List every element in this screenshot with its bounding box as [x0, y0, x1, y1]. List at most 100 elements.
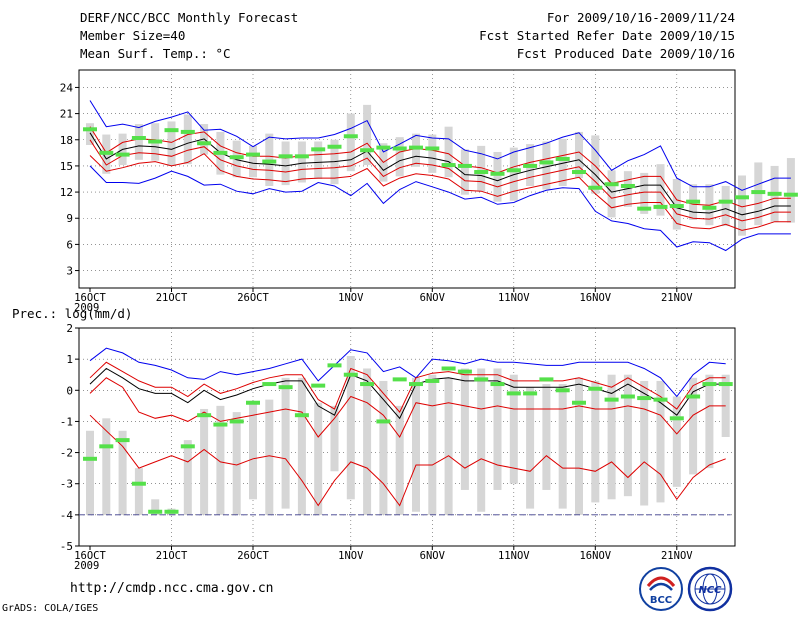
temp-observed-marker [327, 144, 342, 149]
temp-y-tick-label: 6 [66, 238, 73, 251]
temp-observed-marker [620, 183, 635, 188]
temp-plot-frame [78, 69, 736, 289]
temp-observed-marker [767, 191, 782, 196]
temp-ensemble-box [558, 138, 567, 186]
prec-ensemble-box [330, 405, 339, 472]
prec-ensemble-box [346, 356, 355, 500]
temp-ensemble-box [167, 121, 176, 166]
prec-observed-marker [83, 456, 97, 461]
bcc-logo-text: BCC [650, 595, 672, 606]
temp-observed-marker [783, 192, 798, 197]
temp-ensemble-box [477, 145, 486, 192]
prec-line-ensemble-min [89, 414, 726, 507]
member-size-label: Member Size=40 [80, 28, 186, 43]
temp-y-tick-label: 18 [60, 134, 73, 147]
prec-y-tick-label: -2 [60, 447, 73, 460]
temp-line-lower-percentile [89, 139, 791, 222]
prec-x-tick-label: 21NOV [661, 550, 693, 562]
prec-observed-marker [490, 382, 505, 387]
prec-x-tick-sublabel: 2009 [74, 560, 99, 572]
temp-observed-marker [392, 146, 407, 151]
temp-observed-marker [360, 148, 375, 153]
temp-ensemble-box [249, 145, 257, 178]
prec-x-tick-label: 26OCT [237, 550, 269, 562]
footer-url[interactable]: http://cmdp.ncc.cma.gov.cn [70, 581, 274, 596]
prec-observed-marker [620, 394, 635, 399]
temp-observed-marker [669, 204, 684, 209]
prec-ensemble-box [249, 402, 257, 500]
prec-observed-marker [229, 419, 244, 424]
prec-observed-marker [164, 509, 179, 514]
temp-line-ensemble-min [89, 153, 791, 231]
temp-x-tick-label: 11NOV [498, 292, 530, 304]
prec-observed-marker [425, 378, 440, 383]
prec-ensemble-box [656, 380, 665, 503]
temp-ensemble-box [297, 141, 306, 183]
temp-observed-marker [506, 168, 521, 173]
prec-plot-frame [78, 327, 736, 547]
prec-y-tick-label: -5 [60, 540, 73, 553]
temp-observed-marker [180, 129, 195, 134]
temp-observed-marker [588, 185, 603, 190]
prec-ensemble-box [102, 418, 111, 515]
chart-title: DERF/NCC/BCC Monthly Forecast [80, 10, 299, 25]
temp-line-upper-percentile [89, 126, 791, 208]
temp-observed-marker [246, 152, 260, 157]
prec-observed-marker [539, 377, 554, 382]
temp-line-lowest-member [89, 165, 791, 252]
temp-line-ensemble-mean [89, 132, 791, 216]
prec-ensemble-box [200, 408, 209, 515]
temp-x-tick-label: 16NOV [579, 292, 611, 304]
prec-line-lower-percentile [89, 377, 726, 438]
temp-observed-marker [718, 199, 733, 204]
temp-line-ensemble-max [89, 100, 791, 191]
prec-observed-marker [669, 416, 684, 421]
bcc-logo: BCC [639, 567, 683, 611]
temp-y-tick-label: 24 [60, 81, 74, 94]
prec-ensemble-box [444, 377, 453, 515]
temp-ensemble-box [363, 104, 372, 166]
temp-x-tick-sublabel: 2009 [74, 302, 99, 314]
prec-ensemble-box [232, 412, 241, 515]
temp-observed-marker [702, 205, 717, 210]
temp-observed-marker [115, 152, 130, 157]
temp-observed-marker [343, 134, 358, 139]
prec-observed-marker [523, 391, 538, 396]
prec-ensemble-box [151, 499, 160, 515]
prec-ensemble-box [591, 380, 600, 503]
prec-observed-marker [555, 388, 570, 393]
temp-ensemble-box [607, 170, 616, 218]
prec-observed-marker [506, 391, 521, 396]
temp-ensemble-box [412, 133, 420, 167]
prec-observed-marker [441, 366, 456, 371]
temp-observed-marker [490, 171, 505, 176]
forecast-started-date: Fcst Started Refer Date 2009/10/15 [479, 28, 735, 43]
prec-observed-marker [213, 422, 228, 427]
temp-x-tick-label: 6NOV [420, 292, 446, 304]
prec-ensemble-box [558, 384, 567, 509]
prec-y-tick-label: 2 [66, 322, 73, 335]
temp-x-tick-label: 1NOV [338, 292, 364, 304]
prec-observed-marker [686, 394, 701, 399]
prec-x-tick-label: 16NOV [579, 550, 611, 562]
prec-observed-marker [718, 382, 733, 387]
prec-observed-marker [294, 413, 309, 418]
temp-observed-marker [604, 182, 619, 187]
prec-ensemble-box [623, 374, 632, 497]
temp-ensemble-box [314, 141, 323, 179]
prec-ensemble-box [281, 377, 290, 509]
temp-ensemble-box [134, 124, 143, 160]
prec-observed-marker [637, 396, 652, 401]
prec-y-tick-label: -4 [60, 509, 74, 522]
prec-line-ensemble-max [89, 347, 726, 398]
temp-observed-marker [99, 150, 114, 155]
precip-panel-label: Prec.: log(mm/d) [12, 306, 133, 321]
prec-ensemble-box [412, 377, 420, 512]
temp-observed-marker [555, 156, 570, 161]
prec-ensemble-box [118, 430, 127, 515]
temp-ensemble-box [640, 172, 649, 214]
temp-x-tick-label: 21NOV [661, 292, 693, 304]
prec-observed-marker [457, 369, 472, 374]
